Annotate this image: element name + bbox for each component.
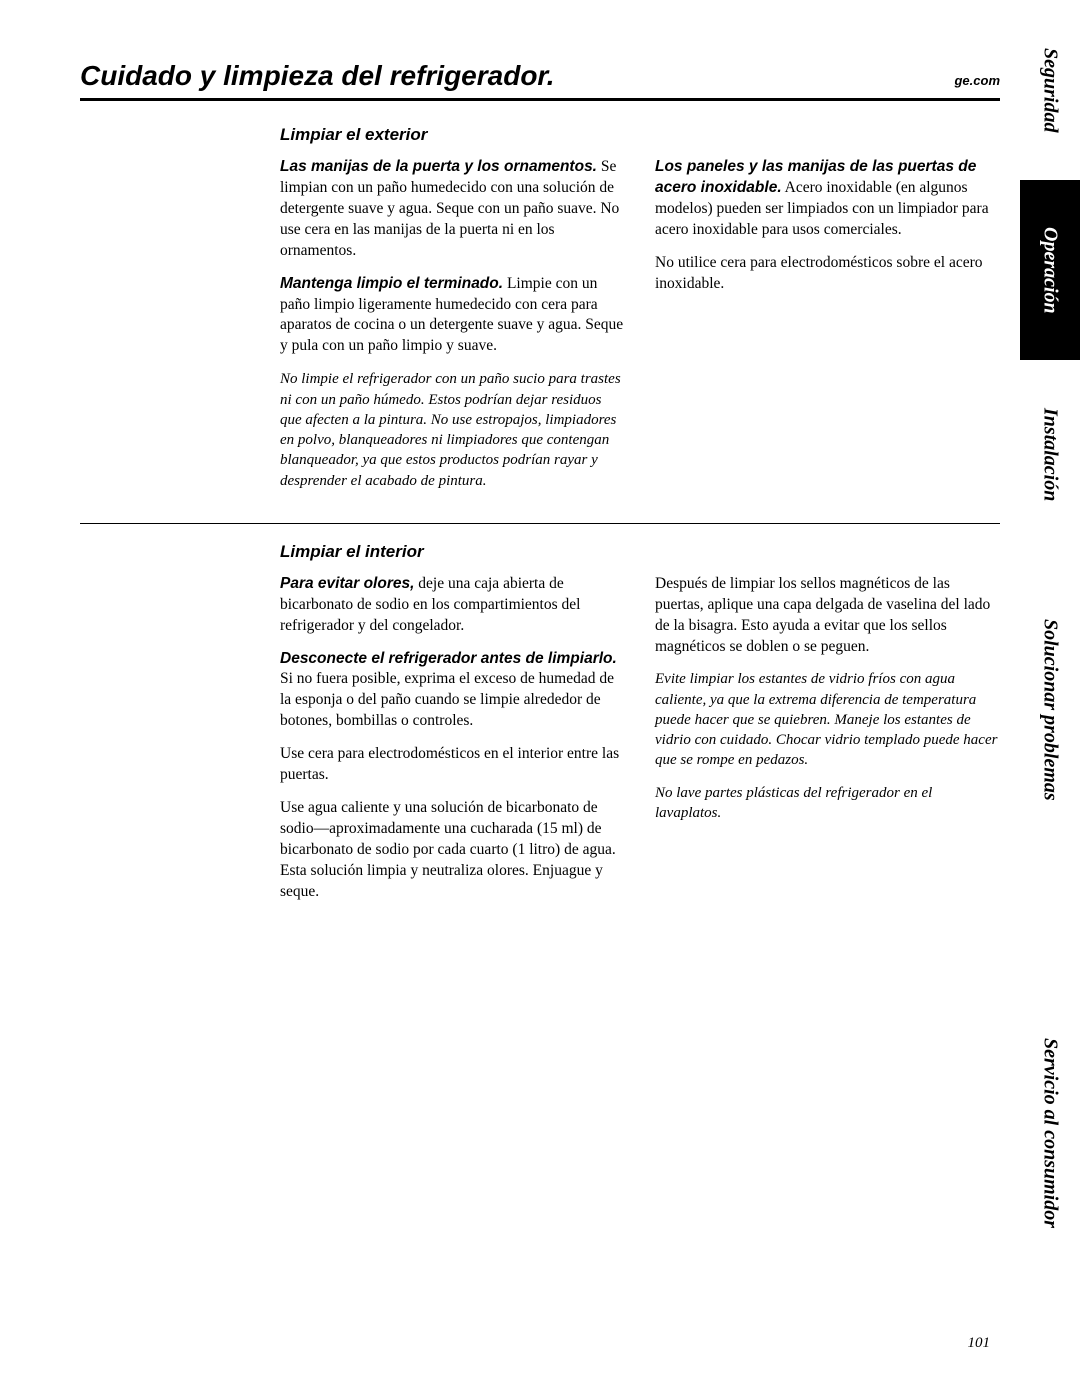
columns-exterior: Las manijas de la puerta y los ornamento… [280, 157, 1000, 503]
page-container: Cuidado y limpieza del refrigerador. ge.… [0, 0, 1080, 1397]
bold-lead: Mantenga limpio el terminado. [280, 275, 503, 292]
main-title: Cuidado y limpieza del refrigerador. [80, 60, 555, 92]
body-text: Si no fuera posible, exprima el exceso d… [280, 670, 614, 729]
tab-servicio[interactable]: Servicio al consumidor [1020, 870, 1080, 1397]
content-area: Cuidado y limpieza del refrigerador. ge.… [0, 0, 1020, 1397]
paragraph: Los paneles y las manijas de las puertas… [655, 157, 1000, 241]
paragraph: Las manijas de la puerta y los ornamento… [280, 157, 625, 262]
tab-instalacion[interactable]: Instalación [1020, 360, 1080, 550]
paragraph: Mantenga limpio el terminado. Limpie con… [280, 274, 625, 358]
section-exterior: Limpiar el exterior Las manijas de la pu… [80, 125, 1000, 524]
section-title-interior: Limpiar el interior [280, 542, 1000, 562]
paragraph: Use cera para electrodomésticos en el in… [280, 744, 625, 786]
italic-note: No limpie el refrigerador con un paño su… [280, 369, 625, 491]
paragraph: Para evitar olores, deje una caja abiert… [280, 574, 625, 637]
paragraph: No utilice cera para electrodomésticos s… [655, 253, 1000, 295]
italic-note: No lave partes plásticas del refrigerado… [655, 783, 1000, 824]
column-left-interior: Para evitar olores, deje una caja abiert… [280, 574, 625, 915]
bold-lead: Para evitar olores, [280, 575, 414, 592]
column-left-exterior: Las manijas de la puerta y los ornamento… [280, 157, 625, 503]
page-number: 101 [968, 1335, 991, 1352]
sidebar-tabs: Seguridad Operación Instalación Solucion… [1020, 0, 1080, 1397]
tab-solucionar[interactable]: Solucionar problemas [1020, 550, 1080, 870]
column-right-exterior: Los paneles y las manijas de las puertas… [655, 157, 1000, 503]
columns-interior: Para evitar olores, deje una caja abiert… [280, 574, 1000, 915]
paragraph: Desconecte el refrigerador antes de limp… [280, 649, 625, 733]
tab-operacion[interactable]: Operación [1020, 180, 1080, 360]
bold-lead: Las manijas de la puerta y los ornamento… [280, 158, 597, 175]
column-right-interior: Después de limpiar los sellos magnéticos… [655, 574, 1000, 915]
bold-italic-line: Desconecte el refrigerador antes de limp… [280, 650, 617, 667]
website-label: ge.com [954, 73, 1000, 88]
italic-note: Evite limpiar los estantes de vidrio frí… [655, 669, 1000, 770]
tab-seguridad[interactable]: Seguridad [1020, 0, 1080, 180]
paragraph: Use agua caliente y una solución de bica… [280, 798, 625, 903]
page-header: Cuidado y limpieza del refrigerador. ge.… [80, 60, 1000, 101]
section-interior: Limpiar el interior Para evitar olores, … [80, 542, 1000, 935]
section-title-exterior: Limpiar el exterior [280, 125, 1000, 145]
paragraph: Después de limpiar los sellos magnéticos… [655, 574, 1000, 658]
